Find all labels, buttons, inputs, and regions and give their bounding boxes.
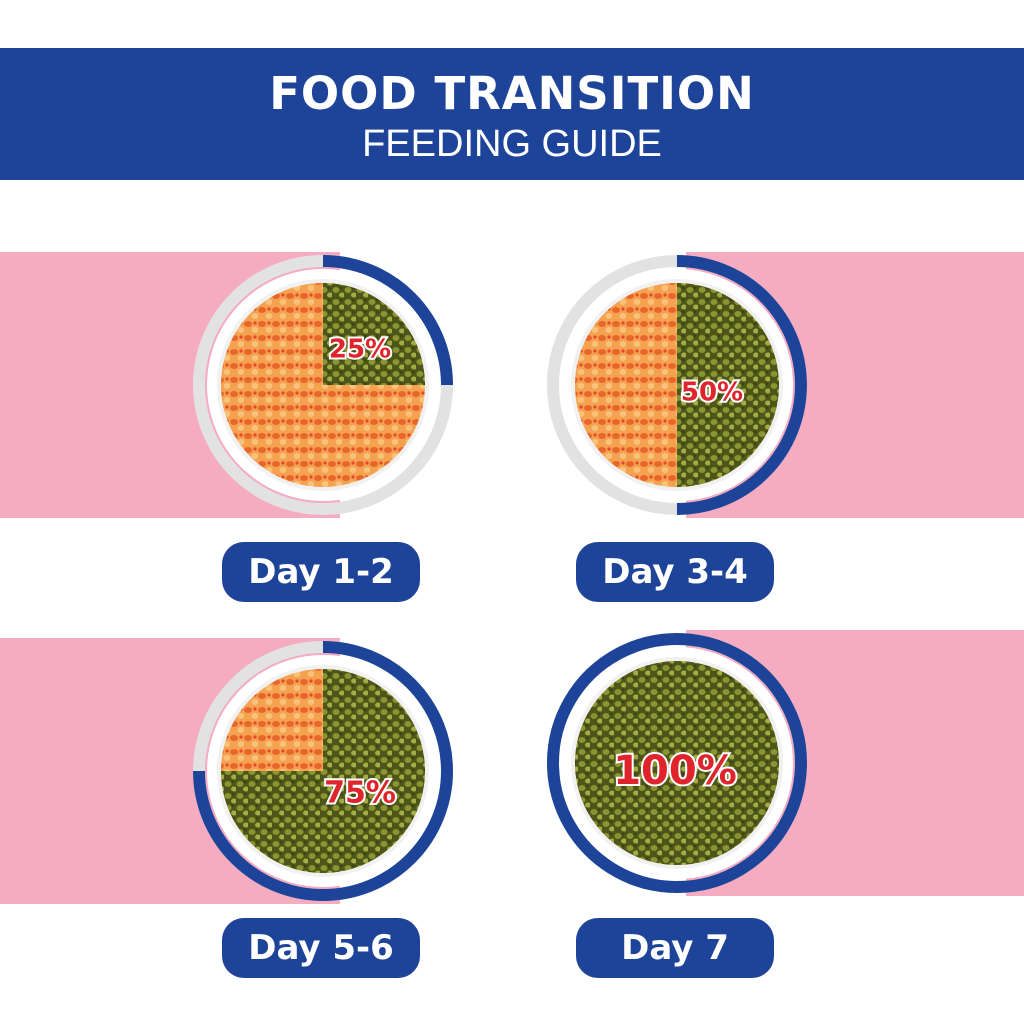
bowl-graphic: 25% (193, 255, 453, 515)
page-subtitle: FEEDING GUIDE (362, 123, 662, 165)
percent-label: 25% (329, 335, 391, 365)
new-food-area (575, 661, 779, 865)
new-food-area (323, 283, 425, 385)
bowl-day-1-2: 25% (188, 250, 458, 520)
day-label-1-2: Day 1-2 (222, 542, 420, 602)
progress-arc (322, 255, 453, 386)
header-banner: FOOD TRANSITION FEEDING GUIDE (0, 48, 1024, 180)
progress-arc (193, 641, 453, 901)
new-food-area (221, 669, 425, 873)
progress-arc (546, 633, 807, 893)
bowl-day-7: 100% (542, 628, 812, 898)
bowl-graphic: 75% (193, 641, 453, 901)
bowl-graphic: 50% (547, 255, 807, 515)
percent-label: 100% (613, 748, 737, 794)
progress-arc (676, 255, 807, 515)
day-label-3-4: Day 3-4 (576, 542, 774, 602)
day-label-5-6: Day 5-6 (222, 918, 420, 978)
day-label-7: Day 7 (576, 918, 774, 978)
bowl-day-5-6: 75% (188, 636, 458, 906)
page-title: FOOD TRANSITION (269, 67, 755, 120)
bowl-graphic: 100% (546, 633, 807, 893)
percent-label: 50% (681, 378, 743, 408)
percent-label: 75% (324, 776, 396, 811)
bowl-day-3-4: 50% (542, 250, 812, 520)
